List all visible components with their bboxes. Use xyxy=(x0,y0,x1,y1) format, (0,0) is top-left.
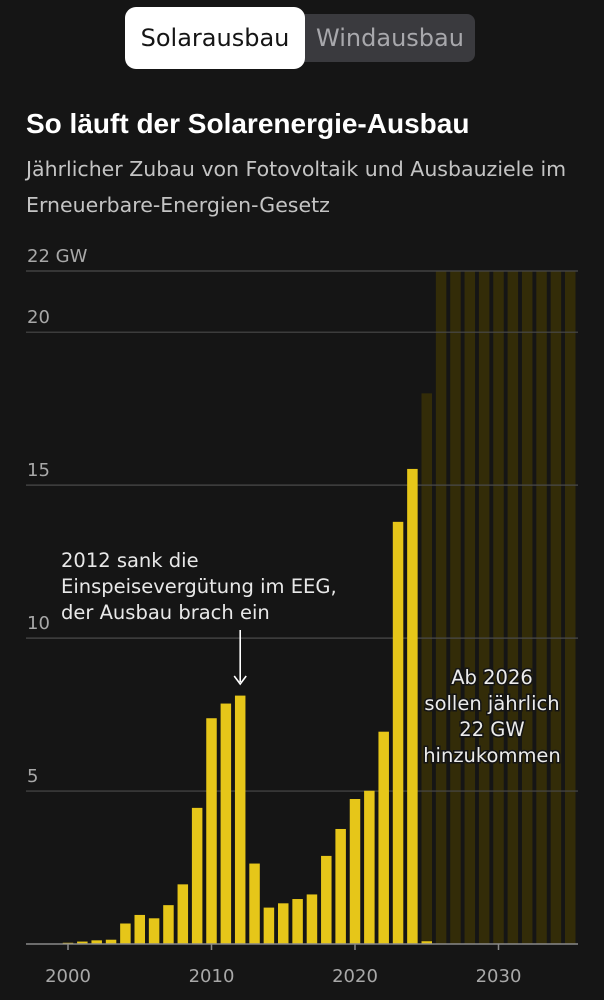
y-tick-label: 10 xyxy=(27,613,50,634)
target-bar xyxy=(521,271,533,944)
data-bar xyxy=(407,468,418,944)
y-tick-label: 22 GW xyxy=(27,246,88,267)
data-bar xyxy=(306,894,318,944)
tab-bar: Solarausbau Windausbau xyxy=(125,7,475,69)
target-bar xyxy=(536,271,547,944)
data-bar xyxy=(177,884,189,944)
data-bar xyxy=(234,695,246,944)
data-bar xyxy=(77,941,88,944)
data-bar xyxy=(148,918,160,944)
chart-subtitle: Jährlicher Zubau von Fotovoltaik und Aus… xyxy=(26,157,567,217)
tab-solarausbau[interactable]: Solarausbau xyxy=(125,7,305,69)
data-bar xyxy=(91,940,102,944)
data-bar xyxy=(206,718,217,944)
target-bar xyxy=(435,271,447,944)
data-bar xyxy=(191,807,203,944)
target-bar xyxy=(478,271,490,944)
data-bar xyxy=(263,907,275,944)
tab-windausbau[interactable]: Windausbau xyxy=(295,14,475,62)
data-bar xyxy=(278,903,289,944)
data-bar xyxy=(349,798,361,944)
data-bar xyxy=(220,703,232,944)
target-bar xyxy=(550,271,562,944)
target-bar xyxy=(421,393,432,944)
x-tick-label: 2030 xyxy=(476,966,522,987)
data-bar xyxy=(105,939,117,944)
x-tick-label: 2000 xyxy=(45,966,91,987)
annotation-arrowhead xyxy=(233,675,247,686)
annotation-line: hinzukommen xyxy=(423,744,561,767)
target-bar xyxy=(450,271,461,944)
x-tick-label: 2020 xyxy=(332,966,378,987)
x-tick-label: 2010 xyxy=(189,966,235,987)
annotation-line: der Ausbau brach ein xyxy=(61,601,270,624)
data-bar xyxy=(364,790,375,944)
annotation-line: 22 GW xyxy=(459,718,524,741)
y-tick-label: 20 xyxy=(27,307,50,328)
y-tick-label: 5 xyxy=(27,766,38,787)
data-bar xyxy=(134,914,145,944)
data-bar xyxy=(163,905,174,944)
data-bar xyxy=(249,863,260,944)
annotation-eeg: 2012 sank die Einspeisevergütung im EEG, d… xyxy=(61,549,337,686)
target-bar xyxy=(565,271,576,944)
annotation-line: sollen jährlich xyxy=(424,692,559,715)
target-bar xyxy=(493,271,504,944)
data-bar xyxy=(392,521,404,944)
data-bar xyxy=(292,899,303,944)
y-tick-label: 15 xyxy=(27,460,50,481)
data-bar xyxy=(321,855,332,944)
target-bar xyxy=(464,271,476,944)
annotation-line: Einspeisevergütung im EEG, xyxy=(61,575,337,598)
data-bar xyxy=(120,923,131,944)
annotation-line: 2012 sank die xyxy=(61,549,199,572)
target-bar xyxy=(507,271,519,944)
annotation-line: Ab 2026 xyxy=(451,666,533,689)
annotation-target: Ab 2026 sollen jährlich 22 GW hinzukommen xyxy=(422,665,563,769)
data-bar xyxy=(421,941,432,944)
data-bar xyxy=(378,731,389,944)
data-bar xyxy=(335,828,346,944)
chart-title: So läuft der Solarenergie-Ausbau xyxy=(26,108,470,139)
